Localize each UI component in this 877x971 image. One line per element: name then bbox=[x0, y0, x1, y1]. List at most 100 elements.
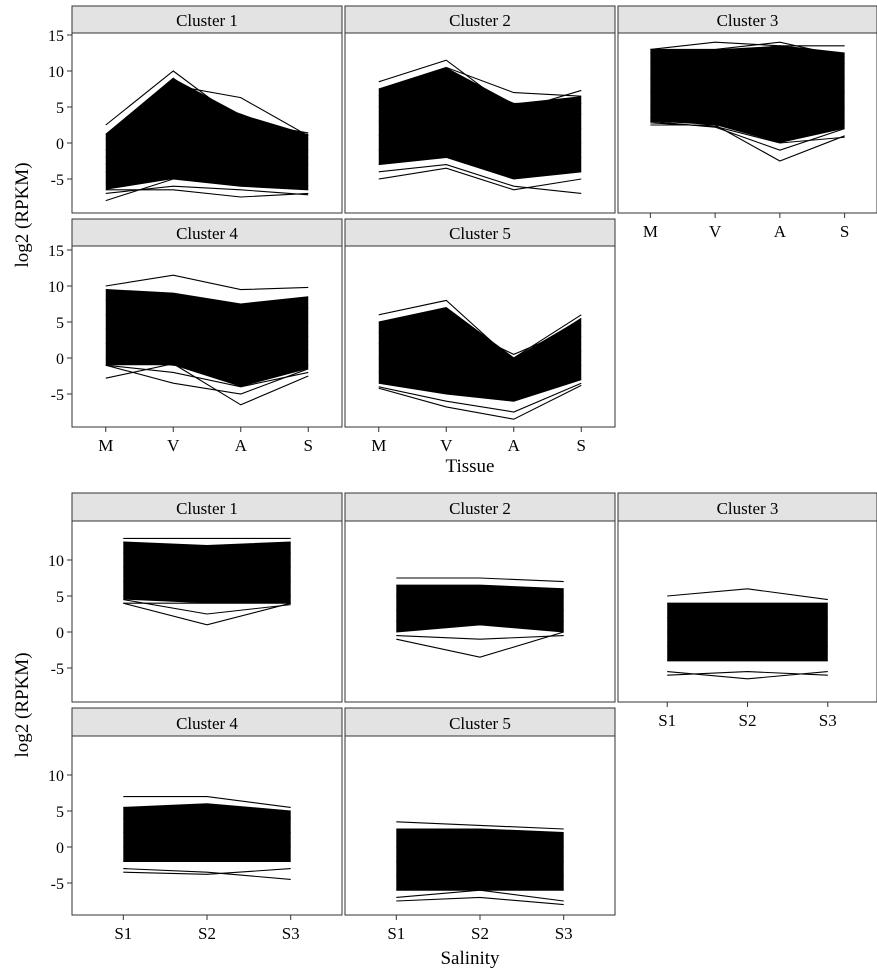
profile-line bbox=[105, 91, 309, 151]
panel-cluster-3: Cluster 3 bbox=[617, 492, 877, 703]
y-tick-label: -5 bbox=[51, 172, 64, 189]
profile-line bbox=[378, 335, 582, 363]
line-density-band bbox=[396, 585, 564, 632]
x-tick-label: A bbox=[508, 436, 521, 455]
profile-line bbox=[105, 299, 309, 316]
x-tick-label: A bbox=[774, 222, 787, 241]
profile-line bbox=[378, 379, 582, 402]
panel-title: Cluster 5 bbox=[449, 714, 511, 733]
profile-line bbox=[105, 328, 309, 345]
y-tick-label: -5 bbox=[51, 876, 64, 893]
profile-line bbox=[105, 364, 309, 388]
x-tick-label: S1 bbox=[387, 924, 405, 943]
profile-line bbox=[105, 120, 309, 166]
line-density-band bbox=[650, 45, 845, 143]
x-tick-label: S bbox=[840, 222, 849, 241]
x-axis-title: Tissue bbox=[446, 456, 495, 477]
panel-title: Cluster 2 bbox=[449, 499, 511, 518]
profile-line bbox=[378, 84, 582, 115]
x-axis-title: Salinity bbox=[440, 948, 500, 969]
profile-line bbox=[105, 135, 309, 173]
profile-line bbox=[105, 185, 309, 196]
line-density-band bbox=[667, 603, 828, 661]
profile-line bbox=[378, 364, 582, 388]
profile-line bbox=[105, 274, 309, 291]
profile-line bbox=[396, 577, 564, 583]
panel-header bbox=[71, 218, 343, 247]
profile-line bbox=[378, 74, 582, 104]
panel-header bbox=[71, 707, 343, 737]
line-density-band bbox=[378, 67, 582, 179]
x-tick-label: V bbox=[440, 436, 453, 455]
profile-line bbox=[378, 113, 582, 144]
x-tick-label: V bbox=[709, 222, 722, 241]
panel-cluster-2: Cluster 2 bbox=[344, 492, 616, 703]
panel-cluster-1: Cluster 1 -5 0 5 10 bbox=[48, 492, 343, 703]
profile-line bbox=[396, 635, 564, 640]
profile-line bbox=[396, 853, 564, 862]
panel-cluster-5: Cluster 5 bbox=[344, 707, 616, 916]
profile-line bbox=[123, 602, 291, 626]
y-tick-label: 0 bbox=[56, 351, 64, 368]
profile-line bbox=[378, 99, 582, 130]
profile-line bbox=[396, 821, 564, 830]
panel-title: Cluster 1 bbox=[176, 11, 238, 30]
x-tick-label: S3 bbox=[819, 711, 837, 730]
y-tick-label: 0 bbox=[56, 840, 64, 857]
panel-header bbox=[344, 218, 616, 247]
panel-title: Cluster 1 bbox=[176, 499, 238, 518]
panel-cluster-2: Cluster 2 bbox=[344, 5, 616, 214]
profile-line bbox=[105, 84, 309, 140]
y-tick-label: 10 bbox=[48, 768, 64, 785]
x-tick-label: S2 bbox=[739, 711, 757, 730]
profile-line bbox=[123, 803, 291, 812]
profile-line bbox=[378, 167, 582, 191]
profile-line bbox=[105, 106, 309, 158]
profile-line bbox=[667, 624, 828, 633]
panel-title: Cluster 5 bbox=[449, 224, 511, 243]
profile-line bbox=[396, 896, 564, 906]
profile-line bbox=[123, 541, 291, 547]
y-tick-label: -5 bbox=[51, 387, 64, 404]
x-tick-label: S1 bbox=[658, 711, 676, 730]
figure-1: Cluster 1 -5 0 5 10 15 Cluster 2 Cluster 3 Clust… bbox=[12, 5, 877, 477]
panel-title: Cluster 4 bbox=[176, 224, 238, 243]
profile-line bbox=[650, 122, 845, 144]
profile-line bbox=[123, 839, 291, 848]
profile-line bbox=[123, 796, 291, 808]
y-tick-label: 5 bbox=[56, 315, 64, 332]
profile-line bbox=[105, 363, 309, 406]
profile-line bbox=[105, 364, 309, 395]
profile-line bbox=[396, 584, 564, 590]
x-tick-label: S1 bbox=[114, 924, 132, 943]
profile-line bbox=[650, 45, 845, 54]
panel-title: Cluster 2 bbox=[449, 11, 511, 30]
panel-cluster-4: Cluster 4 -5 0 5 10 bbox=[48, 707, 343, 916]
profile-line bbox=[378, 135, 582, 158]
y-tick-label: 10 bbox=[48, 553, 64, 570]
line-density-band bbox=[123, 803, 291, 862]
profile-line bbox=[123, 868, 291, 880]
y-tick-label: 5 bbox=[56, 100, 64, 117]
profile-line bbox=[378, 66, 582, 97]
y-tick-label: 15 bbox=[48, 28, 64, 45]
profile-line bbox=[123, 868, 291, 875]
profile-line bbox=[378, 156, 582, 180]
x-tick-label: S2 bbox=[471, 924, 489, 943]
profile-line bbox=[378, 164, 582, 194]
profile-line bbox=[396, 839, 564, 848]
x-tick-label: S3 bbox=[282, 924, 300, 943]
panel-title: Cluster 3 bbox=[717, 11, 779, 30]
profile-line bbox=[123, 824, 291, 834]
y-axis-title: log2 (RPKM) bbox=[12, 652, 33, 757]
x-tick-label: V bbox=[167, 436, 180, 455]
panel-title: Cluster 4 bbox=[176, 714, 238, 733]
profile-line bbox=[105, 164, 309, 187]
line-density-band bbox=[123, 542, 291, 604]
profile-line bbox=[396, 889, 564, 902]
x-tick-label: S bbox=[577, 436, 586, 455]
y-tick-label: 5 bbox=[56, 589, 64, 606]
x-tick-label: S bbox=[304, 436, 313, 455]
panel-cluster-3: Cluster 3 bbox=[617, 5, 877, 214]
panel-header bbox=[71, 5, 343, 34]
